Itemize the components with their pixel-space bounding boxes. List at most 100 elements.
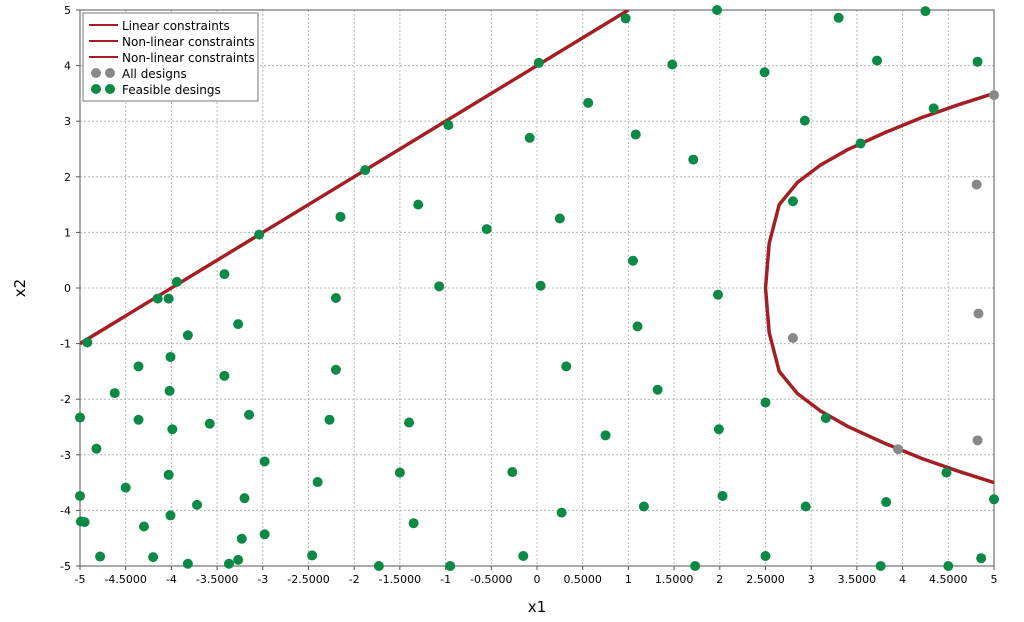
feasible-design-point	[394, 467, 405, 478]
feasible-design-point	[259, 456, 270, 467]
feasible-design-point	[109, 388, 120, 399]
x-tick-label: -1.5000	[379, 573, 421, 586]
y-tick-label: -5	[60, 560, 71, 573]
y-tick-label: -2	[60, 393, 71, 406]
feasible-design-point	[535, 280, 546, 291]
design-point	[972, 435, 983, 446]
feasible-design-point	[165, 351, 176, 362]
x-tick-label: 4.5000	[929, 573, 968, 586]
feasible-design-point	[182, 330, 193, 341]
feasible-design-point	[239, 493, 250, 504]
feasible-design-point	[133, 361, 144, 372]
feasible-design-point	[820, 413, 831, 424]
y-axis: 5 4 3 2 1 0 -1 -2 -3 -4 -5	[60, 4, 80, 573]
x-tick-label: -5	[75, 573, 86, 586]
feasible-design-point	[223, 558, 234, 569]
feasible-design-point	[233, 554, 244, 565]
feasible-design-point	[445, 561, 456, 571]
x-tick-label: 4	[899, 573, 906, 586]
x-tick-label: 0.5000	[563, 573, 602, 586]
feasible-design-point	[148, 552, 159, 563]
feasible-design-point	[690, 561, 701, 571]
feasible-design-point	[219, 370, 230, 381]
feasible-design-point	[75, 516, 86, 527]
feasible-design-point	[434, 281, 445, 292]
y-tick-label: -3	[60, 449, 71, 462]
feasible-design-point	[330, 293, 341, 304]
x-tick-label: 3	[808, 573, 815, 586]
feasible-design-point	[627, 255, 638, 266]
feasible-design-point	[713, 424, 724, 435]
design-point	[971, 179, 982, 190]
feasible-design-point	[82, 337, 93, 348]
x-tick-label: -2	[349, 573, 360, 586]
feasible-design-point	[133, 414, 144, 425]
feasible-design-point	[638, 501, 649, 512]
feasible-design-point	[855, 138, 866, 149]
feasible-design-point	[507, 467, 518, 478]
feasible-design-point	[182, 558, 193, 569]
feasible-design-point	[688, 154, 699, 165]
feasible-design-point	[800, 501, 811, 512]
feasible-design-point	[75, 490, 85, 501]
y-tick-label: -1	[60, 338, 71, 351]
feasible-design-point	[165, 510, 176, 521]
nonlinear-constraint-curve	[763, 91, 994, 485]
feasible-design-point	[443, 120, 454, 131]
x-tick-label: -1	[440, 573, 451, 586]
feasible-design-point	[191, 499, 202, 510]
x-axis: -5 -4.5000 -4 -3.5000 -3 -2.5000 -2 -1.5000 -1 -0…	[75, 566, 998, 586]
feasible-design-point	[943, 561, 954, 571]
feasible-design-point	[875, 561, 886, 571]
x-tick-label: -2.5000	[287, 573, 329, 586]
y-tick-label: 0	[64, 282, 71, 295]
design-point	[893, 444, 904, 455]
x-axis-title: x1	[528, 598, 546, 616]
legend-label-nonlinear-2: Non-linear constraints	[122, 51, 255, 65]
feasible-design-point	[872, 55, 883, 66]
feasible-design-point	[164, 385, 175, 396]
feasible-design-point	[620, 13, 631, 24]
series-layer	[75, 5, 999, 571]
feasible-design-point	[120, 482, 131, 493]
feasible-design-point	[204, 418, 215, 429]
feasible-design-point	[233, 319, 244, 330]
legend-label-all: All designs	[122, 67, 187, 81]
feasible-design-point	[833, 12, 844, 23]
feasible-design-point	[408, 518, 419, 529]
legend: Linear constraints Non-linear constraint…	[82, 12, 259, 102]
feasible-design-point	[163, 469, 174, 480]
feasible-design-point	[881, 497, 892, 508]
y-tick-label: -4	[60, 504, 71, 517]
x-tick-label: 1	[625, 573, 632, 586]
x-tick-label: -4.5000	[104, 573, 146, 586]
y-axis-title: x2	[11, 279, 29, 297]
design-point	[787, 333, 798, 344]
feasible-design-point	[95, 551, 106, 562]
x-tick-label: -3.5000	[196, 573, 238, 586]
feasible-design-point	[518, 550, 529, 561]
x-tick-label: 2	[716, 573, 723, 586]
feasible-design-point	[712, 5, 723, 15]
y-tick-label: 4	[64, 60, 71, 73]
design-point	[973, 308, 984, 319]
feasible-design-point	[138, 521, 149, 532]
feasible-design-point	[330, 364, 341, 375]
x-tick-label: 1.5000	[655, 573, 694, 586]
feasible-design-point	[652, 384, 663, 395]
legend-label-linear: Linear constraints	[122, 19, 230, 33]
feasible-design-point	[600, 430, 611, 441]
feasible-design-point	[167, 424, 178, 435]
x-tick-label: 2.5000	[746, 573, 785, 586]
feasible-design-point	[324, 414, 335, 425]
design-point	[989, 90, 999, 101]
feasible-design-point	[360, 165, 371, 176]
legend-swatch-all-dot-2	[105, 68, 115, 78]
feasible-design-point	[254, 229, 265, 240]
x-tick-label: -4	[166, 573, 177, 586]
legend-label-nonlinear-1: Non-linear constraints	[122, 35, 255, 49]
feasible-design-point	[413, 199, 424, 210]
feasible-design-point	[712, 289, 723, 300]
feasible-design-point	[630, 129, 641, 140]
feasible-design-point	[989, 494, 999, 505]
